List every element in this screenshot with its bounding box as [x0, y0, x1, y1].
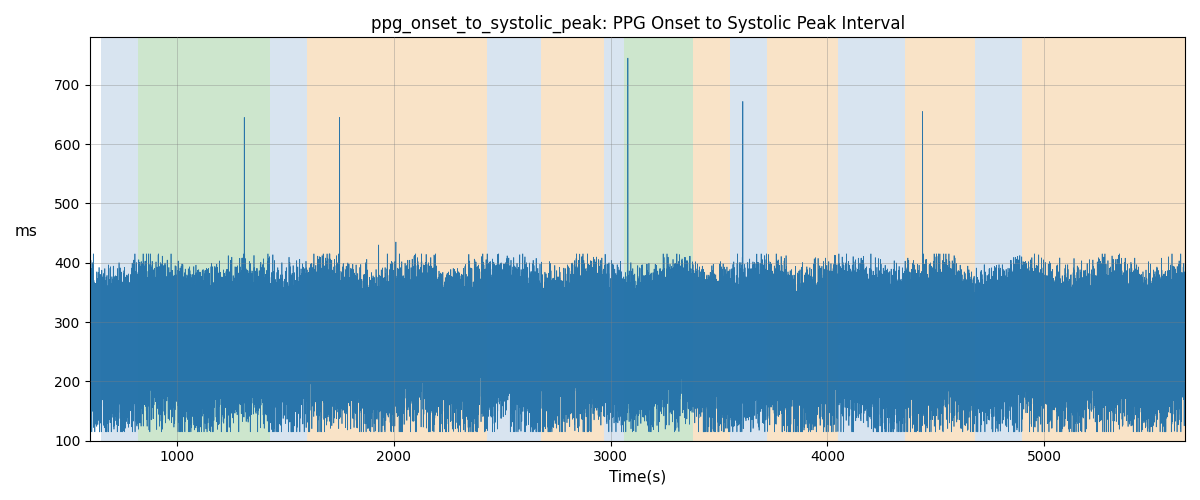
Bar [101, 38, 138, 440]
Bar [974, 38, 1022, 440]
Bar [838, 38, 905, 440]
Bar [767, 38, 838, 440]
Bar [487, 38, 541, 440]
Y-axis label: ms: ms [14, 224, 38, 239]
Bar [541, 38, 604, 440]
Bar [692, 38, 730, 440]
Bar [905, 38, 974, 440]
Title: ppg_onset_to_systolic_peak: PPG Onset to Systolic Peak Interval: ppg_onset_to_systolic_peak: PPG Onset to… [371, 15, 905, 34]
Bar [604, 38, 624, 440]
X-axis label: Time(s): Time(s) [610, 470, 666, 485]
Bar [270, 38, 307, 440]
Bar [307, 38, 487, 440]
Bar [730, 38, 767, 440]
Bar [1022, 38, 1184, 440]
Bar [624, 38, 692, 440]
Bar [138, 38, 270, 440]
